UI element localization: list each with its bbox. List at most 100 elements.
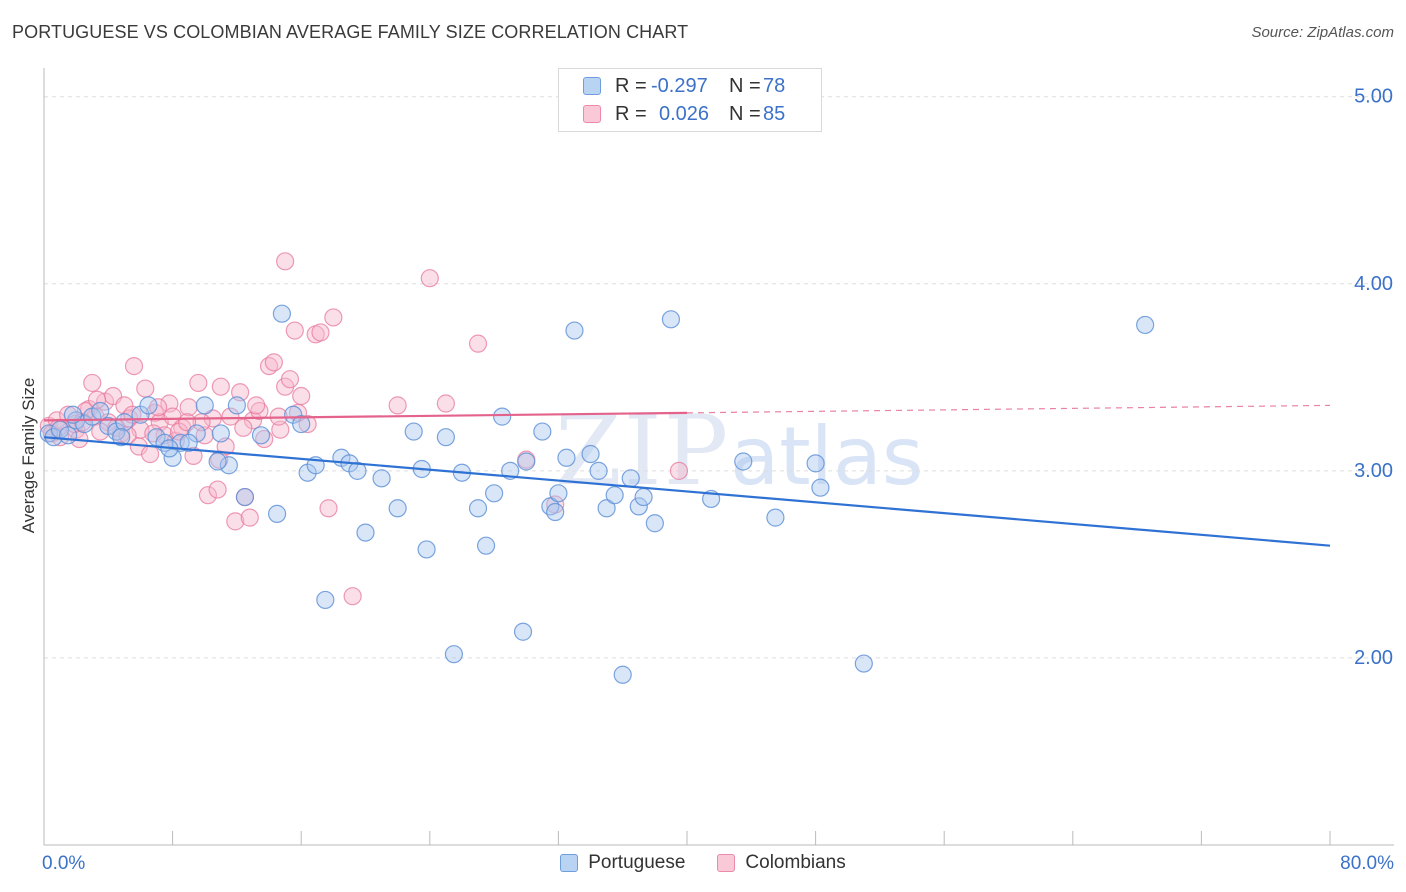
- series-swatch-colombians: [717, 854, 736, 872]
- x-tick-label-max: 80.0%: [1340, 853, 1394, 874]
- legend-row-portuguese: R = -0.297 N = 78: [583, 73, 785, 99]
- y-axis-label: Average Family Size: [19, 378, 38, 534]
- colombian-point: [276, 252, 295, 271]
- portuguese-point: [476, 536, 496, 555]
- portuguese-point: [517, 452, 536, 471]
- portuguese-point: [404, 422, 423, 441]
- colombian-points: [39, 252, 689, 606]
- series-legend: Portuguese Colombians: [0, 852, 1406, 874]
- colombian-point: [211, 377, 230, 396]
- portuguese-point: [806, 454, 825, 473]
- portuguese-point: [541, 497, 560, 516]
- colombian-point: [292, 386, 311, 406]
- legend-r-label: R =: [615, 74, 647, 97]
- chart-source: Source: ZipAtlas.com: [1251, 24, 1394, 41]
- colombian-point: [83, 373, 102, 393]
- colombian-point: [179, 398, 198, 417]
- colombian-trend-line: [43, 411, 688, 422]
- colombian-point: [250, 401, 269, 421]
- portuguese-point: [356, 523, 375, 542]
- portuguese-point: [513, 622, 533, 641]
- portuguese-point: [219, 456, 238, 475]
- axis-labels: 2.00 3.00 4.00 5.00 0.0% 80.0% Average Family …: [19, 86, 1394, 874]
- colombian-point: [247, 396, 266, 415]
- portuguese-point: [533, 422, 552, 441]
- portuguese-point: [493, 407, 512, 426]
- portuguese-point: [854, 654, 873, 673]
- x-tick-label-min: 0.0%: [42, 853, 85, 874]
- portuguese-point: [91, 401, 110, 421]
- series-swatch-portuguese: [560, 854, 579, 872]
- y-tick-label: 3.00: [1354, 460, 1393, 482]
- portuguese-point: [179, 433, 198, 452]
- colombian-point: [324, 308, 343, 327]
- colombian-point: [208, 480, 227, 499]
- portuguese-point: [436, 428, 455, 447]
- legend-n-value: 85: [763, 102, 786, 125]
- portuguese-point: [468, 499, 488, 518]
- colombian-point: [145, 403, 165, 422]
- portuguese-point: [634, 487, 653, 507]
- colombian-point: [285, 321, 304, 340]
- portuguese-point: [605, 486, 624, 505]
- portuguese-point: [597, 499, 616, 518]
- portuguese-point: [388, 499, 407, 518]
- colombian-point: [240, 508, 259, 527]
- colombian-point: [140, 444, 160, 464]
- watermark-atlas: atlas: [730, 410, 924, 503]
- axes: [43, 68, 1394, 846]
- legend-row-colombians: R = 0.026 N = 85: [583, 101, 785, 127]
- portuguese-point: [417, 540, 436, 559]
- colombian-trend-extension: [686, 404, 1331, 414]
- colombian-point: [221, 407, 240, 426]
- colombian-point: [468, 334, 488, 353]
- portuguese-point: [549, 484, 568, 503]
- series-legend-colombians[interactable]: Colombians: [717, 852, 846, 874]
- colombian-point: [87, 390, 107, 409]
- portuguese-point: [589, 461, 608, 480]
- series-label-colombians: Colombians: [745, 852, 846, 873]
- colombian-point: [189, 373, 208, 393]
- portuguese-point: [645, 514, 664, 533]
- portuguese-point: [267, 504, 287, 523]
- portuguese-point: [444, 645, 464, 664]
- portuguese-point: [557, 448, 576, 467]
- portuguese-point: [139, 396, 158, 415]
- colombian-point: [343, 587, 362, 606]
- portuguese-point: [565, 321, 584, 340]
- colombian-point: [271, 420, 290, 439]
- colombian-point: [198, 486, 218, 505]
- colombian-point: [319, 499, 338, 518]
- portuguese-point: [1136, 315, 1155, 335]
- portuguese-point: [485, 484, 504, 503]
- grid-lines: [44, 96, 1394, 659]
- portuguese-point: [734, 452, 753, 471]
- series-legend-portuguese[interactable]: Portuguese: [560, 852, 685, 874]
- colombian-point: [420, 269, 439, 288]
- portuguese-point: [629, 497, 648, 516]
- colombian-point: [136, 379, 155, 398]
- portuguese-point: [811, 478, 830, 497]
- portuguese-point: [661, 310, 681, 329]
- portuguese-point: [195, 396, 214, 415]
- legend-r-value: -0.297: [651, 74, 708, 97]
- legend-n-value: 78: [763, 74, 786, 97]
- portuguese-point: [251, 426, 271, 445]
- colombian-point: [388, 396, 407, 415]
- portuguese-point: [59, 426, 78, 445]
- legend-swatch-colombians: [583, 105, 601, 123]
- portuguese-point: [272, 304, 292, 323]
- portuguese-point: [112, 428, 131, 447]
- portuguese-point: [348, 461, 367, 480]
- colombian-point: [243, 411, 263, 430]
- y-tick-label: 5.00: [1354, 86, 1393, 108]
- colombian-point: [124, 356, 144, 376]
- legend-n-label: N =: [729, 102, 761, 125]
- colombian-point: [280, 370, 300, 389]
- legend-n-label: N =: [729, 74, 761, 97]
- portuguese-point: [766, 508, 785, 527]
- portuguese-point: [211, 424, 230, 443]
- portuguese-point: [235, 487, 255, 507]
- portuguese-trend-line: [43, 436, 1331, 547]
